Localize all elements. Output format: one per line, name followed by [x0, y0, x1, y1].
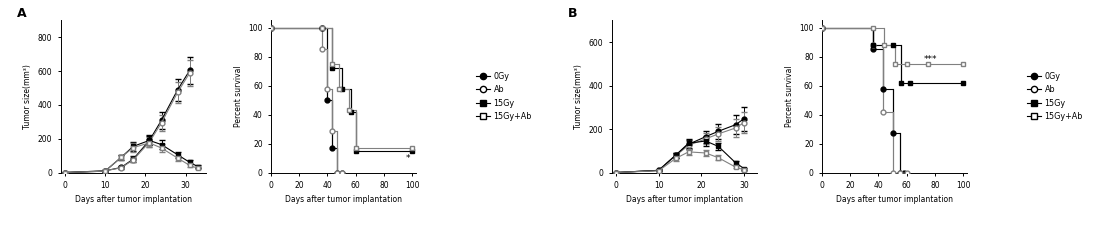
Y-axis label: Percent survival: Percent survival — [234, 66, 243, 127]
X-axis label: Days after tumor implantation: Days after tumor implantation — [75, 195, 192, 204]
Y-axis label: Tumor size(mm³): Tumor size(mm³) — [23, 64, 32, 129]
Legend: 0Gy, Ab, 15Gy, 15Gy+Ab: 0Gy, Ab, 15Gy, 15Gy+Ab — [475, 72, 532, 121]
X-axis label: Days after tumor implantation: Days after tumor implantation — [286, 195, 403, 204]
X-axis label: Days after tumor implantation: Days after tumor implantation — [625, 195, 742, 204]
Y-axis label: Tumor size(mm³): Tumor size(mm³) — [575, 64, 583, 129]
Legend: 0Gy, Ab, 15Gy, 15Gy+Ab: 0Gy, Ab, 15Gy, 15Gy+Ab — [1027, 72, 1083, 121]
Text: B: B — [568, 7, 577, 20]
Y-axis label: Percent survival: Percent survival — [784, 66, 794, 127]
Text: ***: *** — [924, 55, 938, 64]
Text: A: A — [17, 7, 26, 20]
Text: *: * — [406, 153, 410, 163]
X-axis label: Days after tumor implantation: Days after tumor implantation — [836, 195, 953, 204]
